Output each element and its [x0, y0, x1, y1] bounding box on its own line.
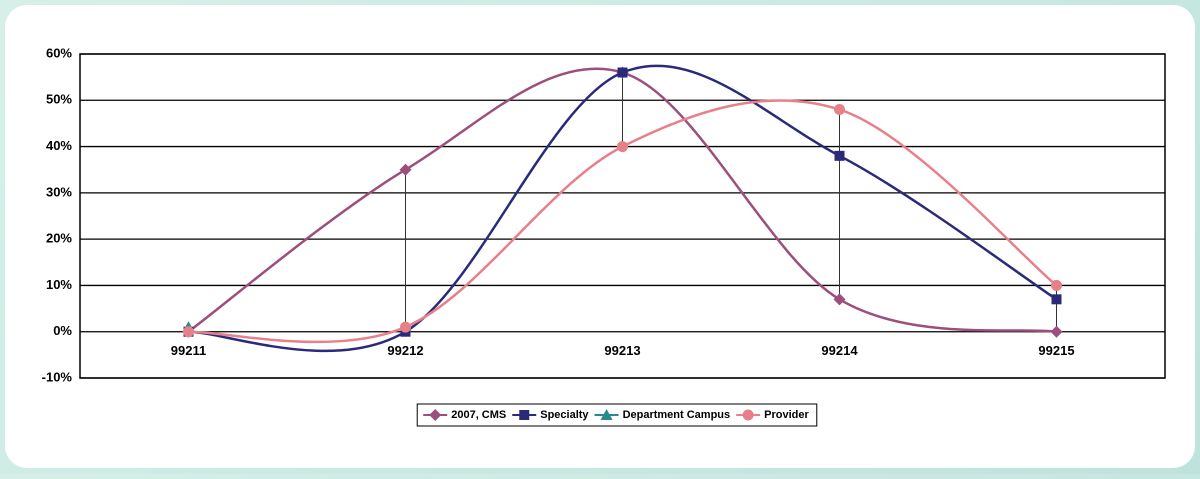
marker: [1051, 279, 1062, 291]
marker: [1050, 325, 1063, 338]
marker: [399, 163, 412, 176]
x-tick-label: 99213: [604, 343, 640, 358]
x-tick-label: 99214: [821, 343, 858, 358]
y-tick-label: -10%: [42, 369, 73, 384]
marker: [742, 409, 754, 421]
marker: [429, 409, 442, 421]
marker: [833, 293, 846, 306]
y-tick-label: 60%: [46, 45, 72, 60]
y-tick-label: 20%: [46, 231, 72, 246]
marker: [1051, 294, 1062, 305]
plot-border: [79, 53, 1166, 379]
marker: [834, 104, 845, 116]
y-tick-label: 0%: [53, 323, 72, 338]
x-tick-label: 99212: [387, 343, 423, 358]
x-tick-label: 99215: [1038, 343, 1074, 358]
legend-label: Department Campus: [623, 409, 731, 421]
y-tick-label: 50%: [46, 92, 72, 107]
y-tick-label: 40%: [46, 138, 72, 153]
marker: [617, 141, 628, 153]
legend-label: Provider: [764, 409, 809, 421]
y-tick-label: 10%: [46, 277, 72, 292]
legend-label: Specialty: [540, 409, 589, 421]
marker: [617, 67, 628, 78]
marker: [400, 321, 411, 333]
marker: [183, 326, 194, 338]
marker: [834, 150, 845, 161]
x-tick-label: 99211: [171, 343, 206, 358]
marker: [600, 409, 613, 420]
y-tick-label: 30%: [46, 184, 72, 199]
card: [5, 5, 1195, 468]
marker: [519, 410, 530, 420]
legend: 2007, CMS Specialty Department Campus Provi…: [416, 403, 818, 427]
legend-label: 2007, CMS: [451, 409, 506, 421]
